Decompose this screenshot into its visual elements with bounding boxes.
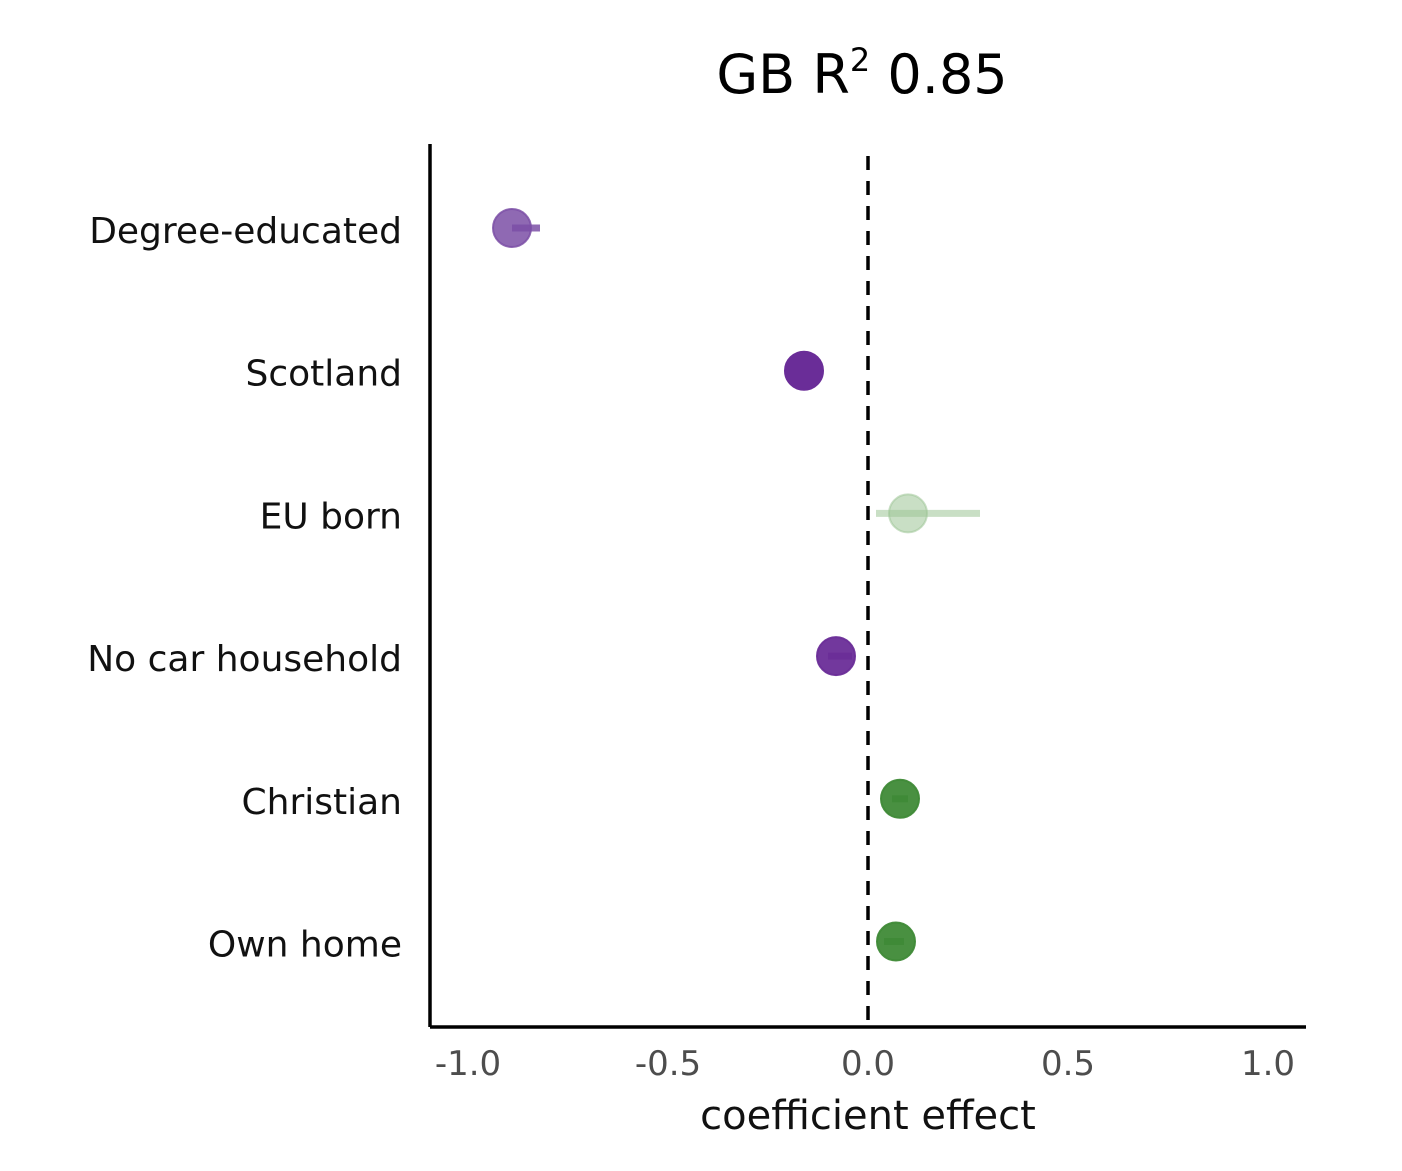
- x-tick-label: 0.0: [841, 1044, 895, 1084]
- chart-title-suffix: 0.85: [870, 43, 1007, 106]
- y-category-label: Own home: [208, 925, 402, 966]
- chart-title-superscript: 2: [850, 41, 870, 79]
- x-tick-label: -1.0: [435, 1044, 501, 1084]
- chart-title: GB R2 0.85: [716, 41, 1007, 106]
- x-tick-label: 0.5: [1041, 1044, 1095, 1084]
- y-category-label: Christian: [241, 782, 402, 823]
- x-axis-label: coefficient effect: [700, 1093, 1036, 1139]
- chart-title-prefix: GB R: [716, 43, 850, 106]
- y-category-label: EU born: [260, 496, 402, 537]
- x-tick-label: 1.0: [1241, 1044, 1295, 1084]
- coefficient-point: [876, 921, 916, 962]
- y-category-label: Scotland: [245, 354, 402, 395]
- coefficient-point: [888, 493, 928, 534]
- y-category-label: No car household: [87, 639, 402, 680]
- coefficient-point: [492, 208, 532, 248]
- coefficient-point: [880, 778, 920, 819]
- coefficient-point: [784, 350, 824, 391]
- x-axis-ticks: -1.0 -0.5 0.0 0.5 1.0: [435, 1044, 1295, 1084]
- x-tick-label: -0.5: [635, 1044, 701, 1084]
- plot-area: Degree-educated Scotland EU born No car hou…: [87, 156, 980, 1027]
- y-category-label: Degree-educated: [89, 211, 402, 252]
- coefficient-point: [816, 636, 856, 677]
